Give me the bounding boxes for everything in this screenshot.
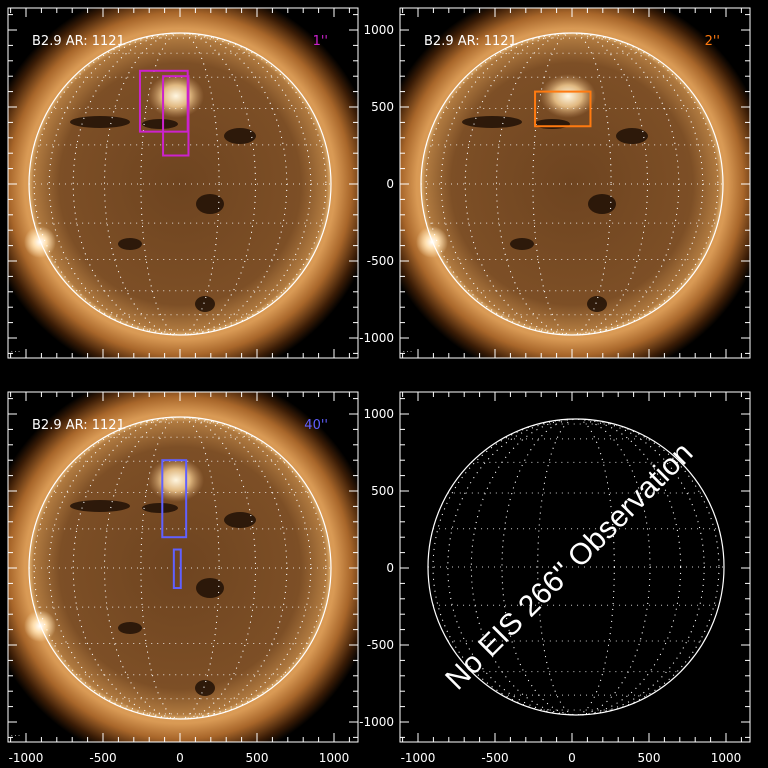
longitude-line xyxy=(72,32,288,336)
longitude-line xyxy=(48,32,312,336)
eis-raster-box xyxy=(161,459,188,539)
y-tick-label: -500 xyxy=(367,638,394,652)
longitude-line xyxy=(532,32,612,336)
coronal-hole xyxy=(70,500,130,512)
panel-1: B2.9 AR: 1121 1''... xyxy=(7,7,359,359)
coronal-hole xyxy=(616,128,648,144)
longitude-line xyxy=(464,32,680,336)
y-tick-label: 500 xyxy=(371,100,394,114)
longitude-line xyxy=(140,32,220,336)
eis-raster-box xyxy=(172,548,182,590)
y-tick-label: -500 xyxy=(367,254,394,268)
eis-raster-box xyxy=(534,90,592,128)
longitude-line xyxy=(440,32,704,336)
x-tick-label: 1000 xyxy=(319,751,350,765)
x-tick-label: 1000 xyxy=(711,751,742,765)
coronal-hole xyxy=(462,116,522,128)
plot-frame xyxy=(399,7,751,359)
y-tick-label: 1000 xyxy=(363,407,394,421)
y-tick-label: 1000 xyxy=(363,23,394,37)
y-tick-label: 500 xyxy=(371,484,394,498)
x-tick-label: 500 xyxy=(246,751,269,765)
panel-4: -1000 -1000 -500 -500 0 0 500 500 1000 1000 No EIS… xyxy=(359,391,751,765)
eis-raster-box xyxy=(162,75,190,157)
longitude-line xyxy=(33,32,327,336)
x-tick-label: -1000 xyxy=(401,751,436,765)
y-tick-label: 0 xyxy=(386,177,394,191)
coronal-hole xyxy=(142,503,178,513)
timestamp-footer: ... xyxy=(10,731,21,738)
coronal-hole xyxy=(70,116,130,128)
plot-frame xyxy=(399,391,751,743)
coronal-hole xyxy=(195,680,215,696)
longitude-line xyxy=(537,418,615,716)
coronal-hole xyxy=(224,512,256,528)
coronal-hole xyxy=(588,194,616,214)
x-tick-label: -500 xyxy=(481,751,508,765)
slit-width-label: 1'' xyxy=(313,34,328,49)
longitude-line xyxy=(470,418,682,716)
coronal-hole xyxy=(224,128,256,144)
plot-area xyxy=(400,8,750,358)
coronal-hole xyxy=(142,119,178,129)
plot-frame xyxy=(7,7,359,359)
x-tick-label: 500 xyxy=(638,751,661,765)
plot-area xyxy=(427,418,725,716)
coronal-hole xyxy=(118,622,142,634)
y-tick-label: 0 xyxy=(386,561,394,575)
longitude-line xyxy=(425,32,719,336)
panel-3: -1000 -500 0 500 1000 B2.9 AR: 1121 40''... xyxy=(7,391,359,765)
active-region-1121 xyxy=(148,74,204,118)
timestamp-footer: ... xyxy=(402,347,413,354)
longitude-line xyxy=(501,418,651,716)
longitude-line xyxy=(72,416,288,720)
plot-area xyxy=(8,392,358,742)
longitude-line xyxy=(33,416,327,720)
x-tick-label: -500 xyxy=(89,751,116,765)
x-tick-label: 0 xyxy=(176,751,184,765)
active-region-1121 xyxy=(540,74,596,118)
longitude-line xyxy=(432,418,720,716)
x-tick-label: -1000 xyxy=(9,751,44,765)
coronal-hole xyxy=(510,238,534,250)
panel-title: B2.9 AR: 1121 xyxy=(32,418,125,433)
plot-frame xyxy=(7,391,359,743)
panel-2: -1000 -500 0 500 1000 B2.9 AR: 1121 2''... xyxy=(359,7,751,359)
x-tick-label: 0 xyxy=(568,751,576,765)
longitude-line xyxy=(496,32,648,336)
active-region-1121 xyxy=(148,458,204,502)
coronal-hole xyxy=(195,296,215,312)
longitude-line xyxy=(48,416,312,720)
slit-width-label: 40'' xyxy=(304,418,328,433)
longitude-line xyxy=(447,418,705,716)
coronal-hole xyxy=(196,578,224,598)
longitude-line xyxy=(104,32,256,336)
coronal-hole xyxy=(196,194,224,214)
y-tick-label: -1000 xyxy=(359,331,394,345)
timestamp-footer: ... xyxy=(10,347,21,354)
panel-title: B2.9 AR: 1121 xyxy=(32,34,125,49)
coronal-hole xyxy=(118,238,142,250)
panel-title: B2.9 AR: 1121 xyxy=(424,34,517,49)
no-observation-message: No EIS 266'' Observation xyxy=(439,436,699,696)
plot-area xyxy=(8,8,358,358)
coronal-hole xyxy=(587,296,607,312)
slit-width-label: 2'' xyxy=(705,34,720,49)
longitude-line xyxy=(140,416,220,720)
coronal-hole xyxy=(534,119,570,129)
y-tick-label: -1000 xyxy=(359,715,394,729)
longitude-line xyxy=(104,416,256,720)
